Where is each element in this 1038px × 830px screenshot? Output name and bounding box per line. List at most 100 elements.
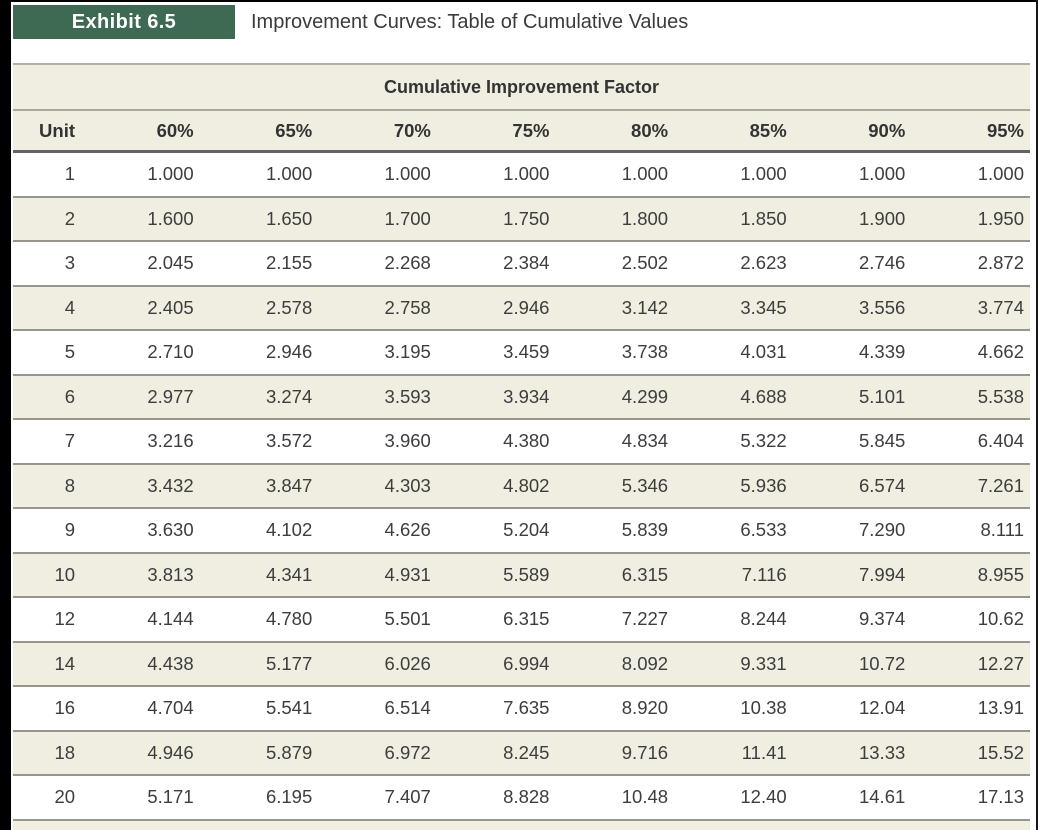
value-cell: 1.000 — [858, 163, 906, 185]
unit-cell: 8 — [64, 474, 76, 496]
value-cell: 4.802 — [503, 474, 550, 496]
column-header-80pct: 80% — [555, 110, 675, 152]
value-cell: 7.994 — [858, 563, 906, 585]
value-cell: 2.405 — [147, 296, 194, 318]
value-cell: 6.026 — [384, 652, 431, 674]
value-cell: 4.144 — [147, 608, 194, 630]
unit-cell: 9 — [64, 519, 76, 541]
unit-cell: 1 — [64, 163, 76, 185]
value-cell: 1.850 — [740, 207, 787, 229]
value-cell: 6.315 — [621, 563, 669, 585]
value-cell: 4.341 — [265, 563, 313, 585]
unit-cell: 20 — [54, 786, 76, 808]
value-cell: 4.704 — [147, 697, 194, 719]
value-cell: 3.593 — [384, 385, 431, 407]
value-cell: 4.662 — [977, 341, 1024, 363]
value-cell: 10.38 — [740, 697, 787, 719]
unit-cell: 16 — [54, 697, 76, 719]
value-cell: 4.834 — [621, 430, 669, 452]
improvement-factor-table: Cumulative Improvement Factor Unit 60% 65%… — [13, 63, 1030, 821]
value-cell: 3.813 — [147, 563, 194, 585]
value-cell: 8.920 — [621, 697, 669, 719]
value-cell: 5.538 — [977, 385, 1024, 407]
value-cell: 7.290 — [858, 519, 906, 541]
table-row-unit-20: 20 5.171 6.195 7.407 8.828 10.48 12.40 14.61 17.… — [13, 775, 1030, 820]
value-cell: 8.245 — [503, 741, 550, 763]
unit-cell: 3 — [64, 252, 76, 274]
value-cell: 17.13 — [977, 786, 1024, 808]
value-cell: 12.04 — [858, 697, 906, 719]
value-cell: 1.650 — [265, 207, 313, 229]
column-header-95pct: 95% — [911, 110, 1030, 152]
value-cell: 5.879 — [265, 741, 313, 763]
exhibit-badge: Exhibit 6.5 — [13, 5, 235, 39]
value-cell: 1.000 — [265, 163, 313, 185]
value-cell: 3.572 — [265, 430, 313, 452]
table-row-unit-8: 8 3.432 3.847 4.303 4.802 5.346 5.936 6.574 7.26… — [13, 463, 1030, 508]
value-cell: 1.900 — [858, 207, 906, 229]
value-cell: 6.994 — [503, 652, 550, 674]
table-title: Cumulative Improvement Factor — [13, 64, 1030, 110]
value-cell: 3.459 — [503, 341, 550, 363]
value-cell: 10.62 — [977, 608, 1024, 630]
value-cell: 7.261 — [977, 474, 1024, 496]
column-header-60pct: 60% — [81, 110, 200, 152]
value-cell: 3.738 — [621, 341, 669, 363]
value-cell: 5.322 — [740, 430, 787, 452]
unit-cell: 10 — [54, 563, 76, 585]
value-cell: 5.101 — [858, 385, 906, 407]
next-row-sliver — [13, 821, 1030, 830]
value-cell: 5.936 — [740, 474, 787, 496]
value-cell: 9.716 — [621, 741, 669, 763]
value-cell: 2.946 — [265, 341, 313, 363]
unit-cell: 7 — [64, 430, 76, 452]
value-cell: 4.931 — [384, 563, 431, 585]
value-cell: 8.955 — [977, 563, 1024, 585]
value-cell: 4.688 — [740, 385, 787, 407]
value-cell: 13.91 — [977, 697, 1024, 719]
value-cell: 4.438 — [147, 652, 194, 674]
value-cell: 4.299 — [621, 385, 669, 407]
value-cell: 11.41 — [741, 741, 787, 763]
table-row-unit-9: 9 3.630 4.102 4.626 5.204 5.839 6.533 7.290 8.11… — [13, 508, 1030, 553]
unit-cell: 5 — [64, 341, 76, 363]
column-header-75pct: 75% — [436, 110, 556, 152]
value-cell: 7.116 — [741, 563, 787, 585]
value-cell: 1.000 — [384, 163, 431, 185]
value-cell: 4.303 — [384, 474, 431, 496]
value-cell: 4.780 — [265, 608, 313, 630]
value-cell: 8.828 — [503, 786, 550, 808]
value-cell: 8.111 — [980, 519, 1024, 541]
value-cell: 8.092 — [621, 652, 669, 674]
column-header-65pct: 65% — [199, 110, 319, 152]
column-header-85pct: 85% — [674, 110, 793, 152]
value-cell: 2.946 — [503, 296, 550, 318]
table-row-unit-3: 3 2.045 2.155 2.268 2.384 2.502 2.623 2.746 2.87… — [13, 241, 1030, 286]
value-cell: 2.155 — [265, 252, 313, 274]
value-cell: 3.774 — [977, 296, 1024, 318]
page-content: Exhibit 6.5 Improvement Curves: Table of… — [13, 5, 1030, 821]
value-cell: 1.000 — [147, 163, 194, 185]
value-cell: 3.960 — [384, 430, 431, 452]
table-row-unit-4: 4 2.405 2.578 2.758 2.946 3.142 3.345 3.556 3.77… — [13, 285, 1030, 330]
scan-edge-top — [0, 0, 1038, 2]
table-row-unit-10: 10 3.813 4.341 4.931 5.589 6.315 7.116 7.994 8.9… — [13, 552, 1030, 597]
value-cell: 12.40 — [740, 786, 787, 808]
column-header-70pct: 70% — [318, 110, 437, 152]
table-row-unit-2: 2 1.600 1.650 1.700 1.750 1.800 1.850 1.900 1.95… — [13, 196, 1030, 241]
value-cell: 1.750 — [503, 207, 550, 229]
value-cell: 2.746 — [858, 252, 906, 274]
exhibit-header: Exhibit 6.5 Improvement Curves: Table of… — [13, 5, 1030, 39]
value-cell: 1.000 — [740, 163, 787, 185]
value-cell: 4.380 — [503, 430, 550, 452]
unit-cell: 14 — [54, 652, 76, 674]
value-cell: 9.374 — [858, 608, 906, 630]
value-cell: 3.274 — [265, 385, 313, 407]
unit-cell: 6 — [64, 385, 76, 407]
value-cell: 2.623 — [740, 252, 787, 274]
table-row-unit-7: 7 3.216 3.572 3.960 4.380 4.834 5.322 5.845 6.40… — [13, 419, 1030, 464]
value-cell: 2.710 — [147, 341, 194, 363]
value-cell: 1.000 — [621, 163, 669, 185]
value-cell: 7.407 — [384, 786, 431, 808]
value-cell: 5.204 — [503, 519, 550, 541]
